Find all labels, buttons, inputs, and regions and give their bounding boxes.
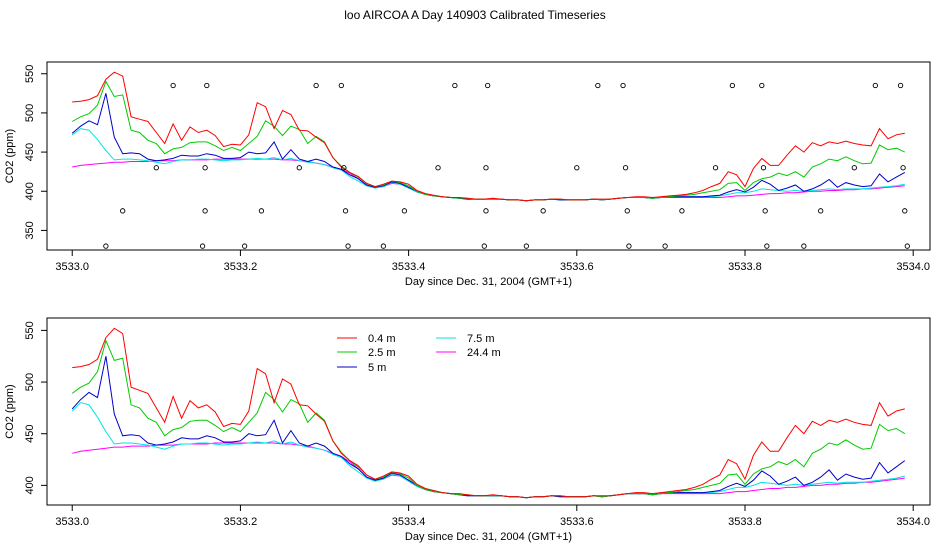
calibration-point — [762, 208, 768, 214]
calibration-point — [626, 243, 632, 249]
calibration-point — [818, 208, 824, 214]
series-line-5-m — [71, 93, 906, 202]
calibration-point — [712, 165, 719, 171]
y-tick-label: 550 — [24, 321, 36, 339]
calibration-point — [435, 165, 441, 171]
calibration-point — [729, 82, 736, 89]
calibration-point — [624, 208, 630, 214]
y-tick-label: 500 — [24, 373, 36, 391]
y-axis-label: CO2 (ppm) — [4, 384, 16, 438]
y-tick-label: 350 — [24, 221, 36, 239]
y-tick-label: 400 — [24, 476, 36, 494]
series-line-5-m — [71, 356, 906, 499]
calibration-point — [202, 208, 208, 214]
x-tick-label: 3533.0 — [55, 516, 89, 528]
calibration-point — [120, 208, 126, 214]
calibration-point — [342, 208, 349, 214]
calibration-point — [241, 243, 248, 249]
calibration-point — [380, 243, 387, 249]
calibration-point — [540, 208, 546, 214]
calibration-point — [904, 243, 910, 249]
calibration-point — [401, 208, 408, 214]
calibration-point — [523, 243, 529, 249]
calibration-point — [759, 82, 765, 89]
top-panel: 3533.0 3533.2 3533.4 3533.6 3533.8 3534.0 350 4… — [4, 61, 931, 288]
calibration-point — [679, 208, 685, 214]
x-tick-label: 3533.6 — [560, 516, 594, 528]
calibration-point — [483, 165, 489, 171]
calibration-point — [170, 82, 176, 89]
bottom-panel: 3533.0 3533.2 3533.4 3533.6 3533.8 3534.0 400 4… — [4, 317, 931, 543]
calibration-point — [760, 165, 767, 171]
calibration-point — [103, 243, 109, 249]
series-line-24-4-m — [72, 158, 905, 202]
y-tick-label: 550 — [24, 65, 36, 83]
chart-title: loo AIRCOA A Day 140903 Calibrated Times… — [344, 8, 605, 22]
x-tick-label: 3534.0 — [896, 516, 930, 528]
legend-label: 24.4 m — [467, 347, 501, 359]
series-line-0-4-m — [72, 327, 905, 499]
calibration-point — [199, 243, 206, 249]
x-tick-label: 3533.4 — [392, 516, 426, 528]
series-line-2-5-m — [71, 339, 906, 499]
calibration-point — [900, 165, 906, 171]
series-line-2-5-m — [71, 80, 906, 202]
plot-area — [71, 327, 906, 499]
calibration-point — [595, 82, 601, 89]
calibration-point — [296, 165, 302, 171]
series-line-0-4-m — [72, 71, 905, 202]
calibration-point — [345, 243, 351, 249]
x-tick-label: 3533.8 — [728, 261, 762, 273]
plot-area — [71, 71, 910, 249]
calibration-point — [485, 82, 491, 89]
calibration-point — [851, 165, 857, 171]
x-tick-label: 3533.2 — [224, 261, 258, 273]
calibration-point — [452, 82, 458, 89]
calibration-point — [341, 165, 347, 171]
x-tick-label: 3533.2 — [224, 516, 258, 528]
calibration-point — [313, 82, 319, 89]
calibration-point — [204, 82, 210, 89]
x-axis-label: Day since Dec. 31, 2004 (GMT+1) — [405, 276, 572, 288]
calibration-point — [902, 208, 908, 214]
x-tick-label: 3533.8 — [728, 516, 762, 528]
y-tick-label: 500 — [24, 104, 36, 122]
x-tick-label: 3533.4 — [392, 261, 426, 273]
legend-label: 5 m — [368, 362, 386, 374]
plot-frame — [46, 317, 931, 506]
calibration-point — [153, 165, 159, 171]
calibration-point — [483, 208, 489, 214]
x-tick-label: 3533.0 — [55, 261, 89, 273]
calibration-point — [622, 165, 629, 171]
calibration-point — [801, 243, 807, 249]
calibration-point — [574, 165, 580, 171]
series-line-24-4-m — [72, 442, 905, 499]
legend-label: 7.5 m — [467, 333, 495, 345]
y-axis-label: CO2 (ppm) — [4, 129, 16, 183]
calibration-point — [662, 243, 668, 249]
legend-label: 2.5 m — [368, 347, 396, 359]
y-tick-label: 450 — [24, 143, 36, 161]
calibration-point — [764, 243, 770, 249]
calibration-point — [338, 82, 344, 89]
legend: 0.4 m 2.5 m 5 m 7.5 m 24.4 m — [337, 333, 501, 374]
y-tick-label: 450 — [24, 425, 36, 443]
x-axis-label: Day since Dec. 31, 2004 (GMT+1) — [405, 531, 572, 543]
calibration-point — [872, 82, 878, 89]
x-tick-label: 3533.6 — [560, 261, 594, 273]
calibration-point — [897, 82, 904, 89]
calibration-point — [620, 82, 626, 89]
calibration-point — [202, 165, 208, 171]
legend-label: 0.4 m — [368, 333, 396, 345]
calibration-point — [258, 208, 265, 214]
x-tick-label: 3534.0 — [896, 261, 930, 273]
y-tick-label: 400 — [24, 182, 36, 200]
calibration-point — [481, 243, 487, 249]
plot-frame — [46, 61, 931, 251]
